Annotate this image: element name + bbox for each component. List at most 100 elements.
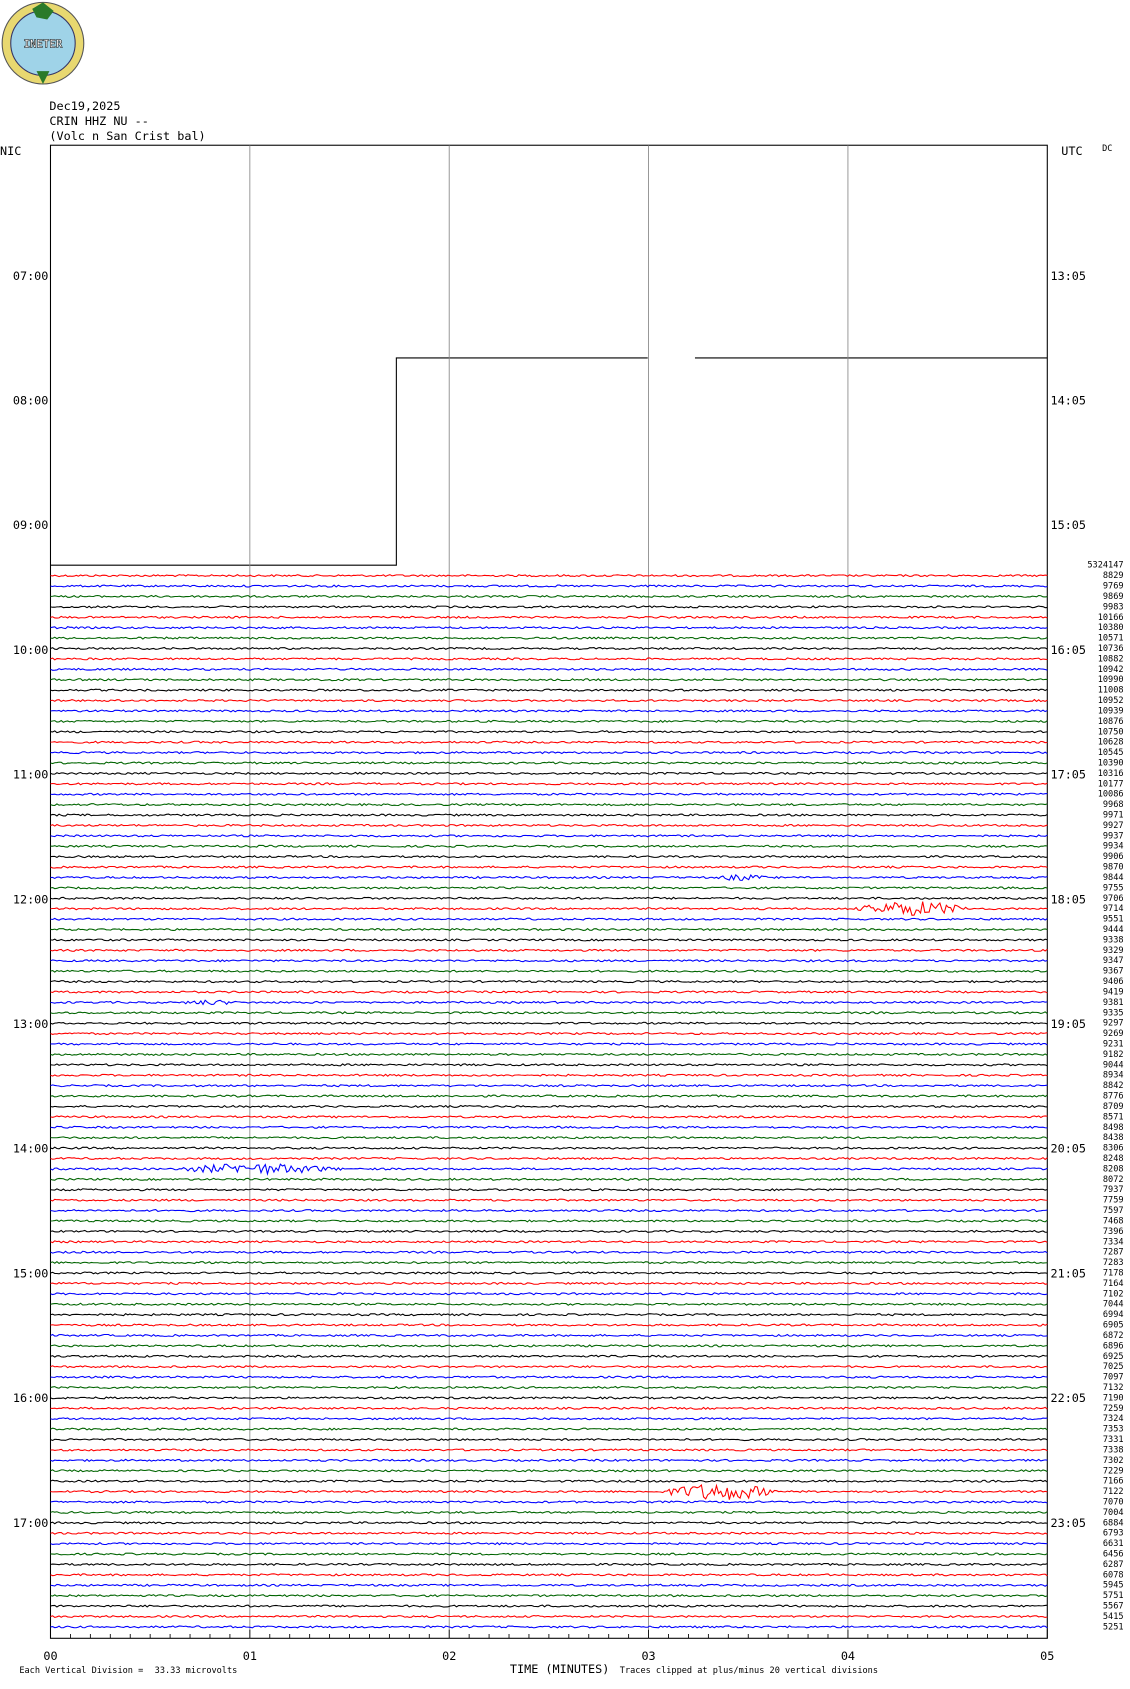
trace-count: 8248 (1103, 1154, 1124, 1164)
trace-count: 9367 (1103, 967, 1124, 977)
trace-count: 8072 (1103, 1175, 1124, 1185)
trace-count: 6872 (1103, 1331, 1124, 1341)
trace-count: 6994 (1103, 1310, 1124, 1320)
trace (50, 740, 1048, 744)
trace (50, 886, 1048, 890)
trace (50, 1063, 1048, 1067)
trace (50, 855, 1048, 859)
trace (50, 1198, 1048, 1202)
trace (50, 1573, 1048, 1577)
trace-count: 9706 (1103, 894, 1124, 904)
trace (50, 605, 1048, 609)
trace-count: 7334 (1103, 1237, 1124, 1247)
trace-count: 6078 (1103, 1570, 1124, 1580)
trace-count: 8498 (1103, 1123, 1124, 1133)
trace-count: 8776 (1103, 1092, 1124, 1102)
utc-time: 23:05 (1051, 1516, 1087, 1530)
trace (50, 1448, 1048, 1452)
trace (50, 1469, 1048, 1473)
trace (50, 1052, 1048, 1057)
x-tick-label: 05 (1040, 1649, 1054, 1663)
trace-count: 8709 (1103, 1102, 1124, 1112)
trace (50, 594, 1048, 599)
trace-count: 10990 (1098, 675, 1124, 685)
trace (50, 979, 1048, 984)
trace (50, 615, 1048, 619)
plot-frame (49, 144, 1048, 1639)
trace (50, 782, 1048, 786)
trace-count: 7937 (1103, 1185, 1124, 1195)
trace (50, 1188, 1048, 1192)
nic-time: 08:00 (13, 393, 49, 407)
trace-count: 9551 (1103, 915, 1124, 925)
trace-count: 10390 (1098, 758, 1124, 768)
trace-count: 7287 (1103, 1248, 1124, 1258)
trace-count: 6456 (1103, 1550, 1124, 1560)
trace (50, 719, 1048, 723)
trace-count: 9406 (1103, 977, 1124, 987)
trace-count: 7178 (1103, 1268, 1124, 1278)
utc-time: 17:05 (1051, 768, 1087, 782)
right-label: UTC (1061, 144, 1082, 158)
trace-count: 10942 (1098, 665, 1124, 675)
trace-count: 7025 (1103, 1362, 1124, 1372)
trace-count: 7122 (1103, 1487, 1124, 1497)
trace (50, 1260, 1048, 1265)
trace (50, 1177, 1048, 1181)
trace-count: 6925 (1103, 1352, 1124, 1362)
trace-count: 9983 (1103, 602, 1124, 612)
trace-count: 9381 (1103, 998, 1124, 1008)
trace-count: 7324 (1103, 1414, 1124, 1424)
trace (50, 969, 1048, 973)
trace (50, 1302, 1048, 1306)
trace (50, 1583, 1048, 1587)
trace (50, 1208, 1048, 1213)
trace (50, 844, 1048, 848)
logo-map (32, 2, 54, 20)
trace (50, 584, 1048, 588)
utc-time: 14:05 (1051, 393, 1087, 407)
trace-count: 9044 (1103, 1060, 1124, 1070)
nic-time: 09:00 (13, 518, 49, 532)
trace-count: 5251 (1103, 1622, 1124, 1632)
utc-time: 15:05 (1051, 518, 1087, 532)
trace (50, 1479, 1048, 1483)
trace (50, 1094, 1048, 1098)
trace-count: 7164 (1103, 1279, 1124, 1289)
trace (50, 1437, 1048, 1442)
trace-count: 5567 (1103, 1602, 1124, 1612)
trace-count: 9755 (1103, 883, 1124, 893)
trace-count: 9335 (1103, 1008, 1124, 1018)
nic-time: 11:00 (13, 768, 49, 782)
corner-label: DC (1102, 144, 1112, 154)
trace (50, 896, 1048, 900)
trace-count: 7132 (1103, 1383, 1124, 1393)
date: Dec19,2025 (49, 99, 120, 113)
trace (50, 698, 1048, 703)
trace (50, 901, 1048, 916)
trace-count: 8306 (1103, 1144, 1124, 1154)
trace-count: 10939 (1098, 706, 1124, 716)
trace-count: 8829 (1103, 571, 1124, 581)
trace (50, 1136, 1048, 1140)
trace-count: 9444 (1103, 925, 1124, 935)
trace-count: 10876 (1098, 717, 1124, 727)
logo-arrow (36, 71, 50, 85)
utc-time: 18:05 (1051, 892, 1087, 906)
trace (50, 1500, 1048, 1504)
trace-count: 8208 (1103, 1164, 1124, 1174)
trace (50, 1115, 1048, 1119)
trace-count: 7004 (1103, 1508, 1124, 1518)
trace-count: 6287 (1103, 1560, 1124, 1570)
x-tick-label: 04 (841, 1649, 855, 1663)
trace (50, 1552, 1048, 1556)
trace-count: 9182 (1103, 1050, 1124, 1060)
trace-count: 11008 (1098, 686, 1124, 696)
trace (50, 1385, 1048, 1390)
trace-count: 7353 (1103, 1425, 1124, 1435)
nic-time: 17:00 (13, 1516, 49, 1530)
trace (50, 1042, 1048, 1046)
trace (50, 1073, 1048, 1077)
trace (50, 1406, 1048, 1410)
trace (50, 1229, 1048, 1233)
